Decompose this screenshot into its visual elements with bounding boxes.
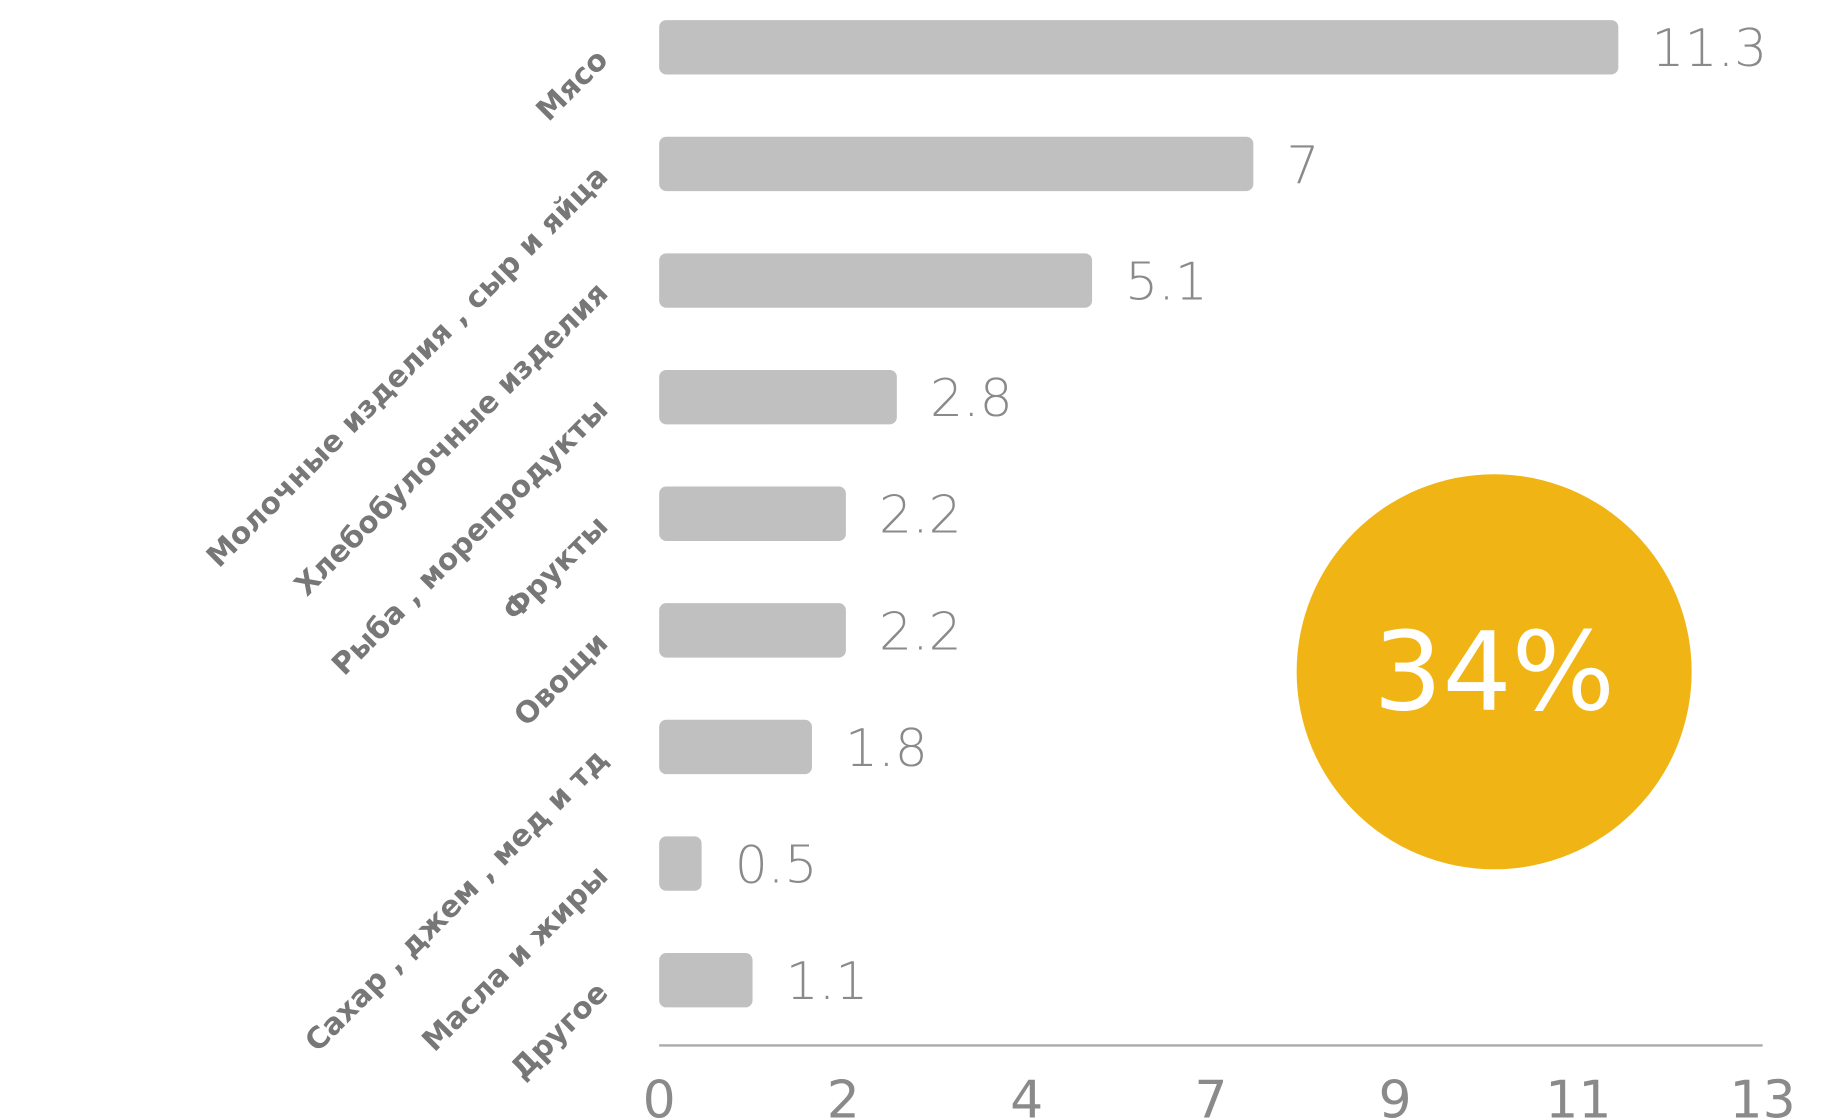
value-label: 5.1 <box>1125 252 1208 312</box>
bar <box>659 486 846 541</box>
bar <box>659 719 812 775</box>
bar <box>659 953 753 1008</box>
x-tick-label: 13 <box>1730 1071 1796 1120</box>
value-label: 2.2 <box>879 602 962 662</box>
x-tick-label: 0 <box>643 1071 676 1120</box>
value-label: 0.5 <box>735 836 818 896</box>
value-label: 7 <box>1286 136 1319 196</box>
category-label: Овощи <box>507 625 614 732</box>
x-tick-label: 11 <box>1545 1071 1611 1120</box>
bar <box>659 136 1254 192</box>
x-tick-label: 7 <box>1194 1071 1227 1120</box>
x-tick-label: 9 <box>1379 1071 1412 1120</box>
bar <box>659 836 702 891</box>
value-label: 2.8 <box>930 369 1013 429</box>
bar <box>659 369 897 425</box>
bar <box>659 603 846 658</box>
annotation: 34% <box>1373 609 1615 736</box>
category-label: Другое <box>504 975 615 1086</box>
x-tick-label: 2 <box>827 1071 860 1120</box>
category-label: Молочные изделия , сыр и яйца <box>200 159 615 574</box>
value-label: 11.3 <box>1651 19 1767 79</box>
value-label: 1.1 <box>786 952 869 1012</box>
x-tick-label: 4 <box>1010 1071 1043 1120</box>
annotation-circle <box>1296 474 1692 870</box>
category-label: Мясо <box>529 42 614 127</box>
value-label: 2.2 <box>879 486 962 546</box>
bar <box>659 20 1619 75</box>
bar <box>659 253 1093 308</box>
category-label: Фрукты <box>496 509 615 628</box>
value-label: 1.8 <box>845 719 928 779</box>
